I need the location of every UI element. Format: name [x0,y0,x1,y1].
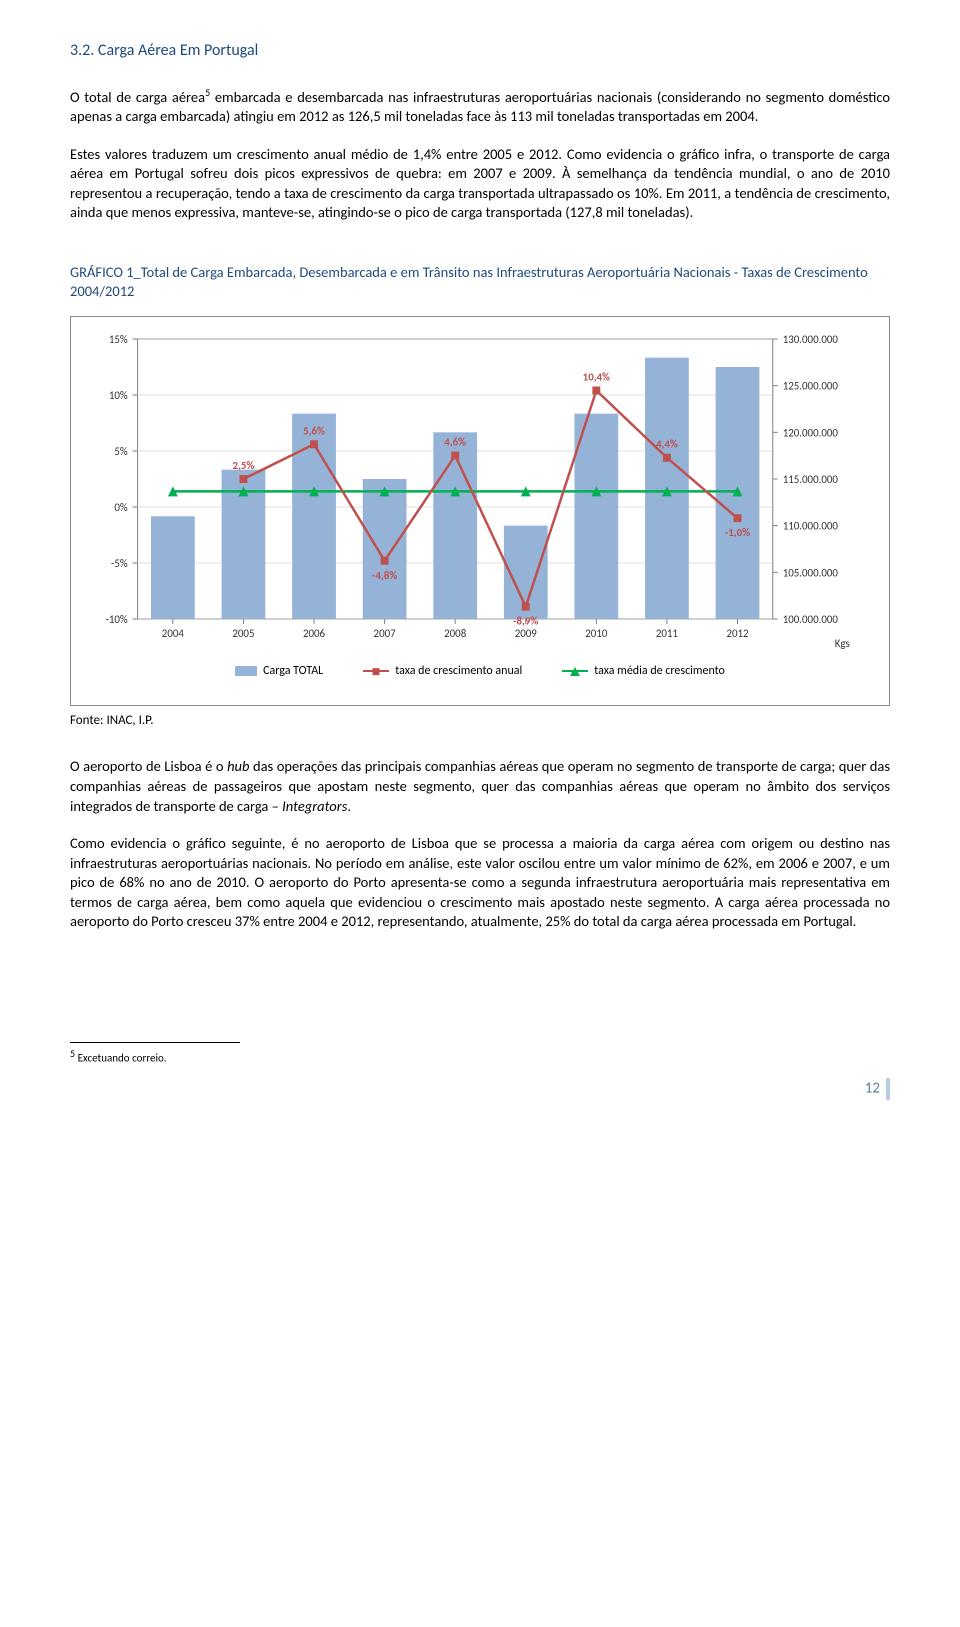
paragraph-4: Como evidencia o gráfico seguinte, é no … [70,834,890,932]
svg-text:5%: 5% [114,445,127,458]
svg-text:110.000.000: 110.000.000 [783,520,839,533]
svg-text:2009: 2009 [515,627,538,640]
svg-text:-8,9%: -8,9% [513,615,538,628]
svg-text:2005: 2005 [232,627,254,640]
legend-avg-swatch [562,670,588,672]
svg-text:2007: 2007 [374,627,397,640]
legend-bar: Carga TOTAL [235,663,323,679]
svg-text:0%: 0% [114,501,127,514]
svg-text:100.000.000: 100.000.000 [783,613,839,626]
paragraph-2: Estes valores traduzem um crescimento an… [70,145,890,223]
footnote: 5 Excetuando correio. [70,1047,890,1067]
svg-text:10%: 10% [109,389,128,402]
svg-text:-10%: -10% [105,613,127,626]
svg-text:-4,8%: -4,8% [372,569,397,582]
svg-text:105.000.000: 105.000.000 [783,566,839,579]
legend-growth-swatch [363,670,389,672]
svg-text:2006: 2006 [303,627,326,640]
page-number-value: 12 [865,1080,880,1098]
page-number-bar [886,1078,890,1100]
svg-text:4,4%: 4,4% [656,438,678,451]
legend-bar-label: Carga TOTAL [263,663,323,679]
paragraph-3: O aeroporto de Lisboa é o hub das operaç… [70,757,890,816]
svg-text:10,4%: 10,4% [583,370,610,383]
svg-text:5,6%: 5,6% [303,424,325,437]
svg-text:2004: 2004 [162,627,185,640]
footnote-text: Excetuando correio. [75,1052,166,1065]
para3-integrators: Integrators [282,797,347,815]
section-title: 3.2. Carga Aérea Em Portugal [70,40,890,62]
chart-container: -10% -5% 0% 5% 10% 15% 100.000.000 105.000.000 1… [70,316,890,706]
chart-svg: -10% -5% 0% 5% 10% 15% 100.000.000 105.000.000 1… [83,327,877,657]
chart-legend: Carga TOTAL taxa de crescimento anual ta… [83,663,877,679]
svg-text:2012: 2012 [726,627,749,640]
svg-text:2011: 2011 [656,627,679,640]
svg-text:-1,0%: -1,0% [725,526,750,539]
para3-a: O aeroporto de Lisboa é o [70,757,227,775]
legend-bar-swatch [235,666,257,676]
paragraph-1: O total de carga aérea5 embarcada e dese… [70,86,890,127]
svg-text:115.000.000: 115.000.000 [783,473,839,486]
legend-growth: taxa de crescimento anual [363,663,522,679]
legend-growth-label: taxa de crescimento anual [395,663,522,679]
svg-text:4,6%: 4,6% [444,435,466,448]
svg-text:120.000.000: 120.000.000 [783,426,839,439]
para3-hub: hub [227,757,249,775]
legend-avg: taxa média de crescimento [562,663,725,679]
legend-avg-label: taxa média de crescimento [594,663,725,679]
svg-text:-5%: -5% [111,557,128,570]
chart-source: Fonte: INAC, I.P. [70,712,890,730]
svg-text:15%: 15% [109,333,128,346]
svg-text:2010: 2010 [585,627,608,640]
footnote-rule [70,1042,240,1043]
para1-text-a: O total de carga aérea [70,87,205,105]
svg-text:125.000.000: 125.000.000 [783,380,839,393]
para3-c: . [347,797,351,815]
svg-text:2,5%: 2,5% [233,459,255,472]
svg-text:Kgs: Kgs [835,637,850,650]
svg-text:130.000.000: 130.000.000 [783,333,839,346]
chart-heading: GRÁFICO 1_Total de Carga Embarcada, Dese… [70,263,890,302]
svg-text:2008: 2008 [444,627,467,640]
page-number: 12 [70,1078,890,1100]
